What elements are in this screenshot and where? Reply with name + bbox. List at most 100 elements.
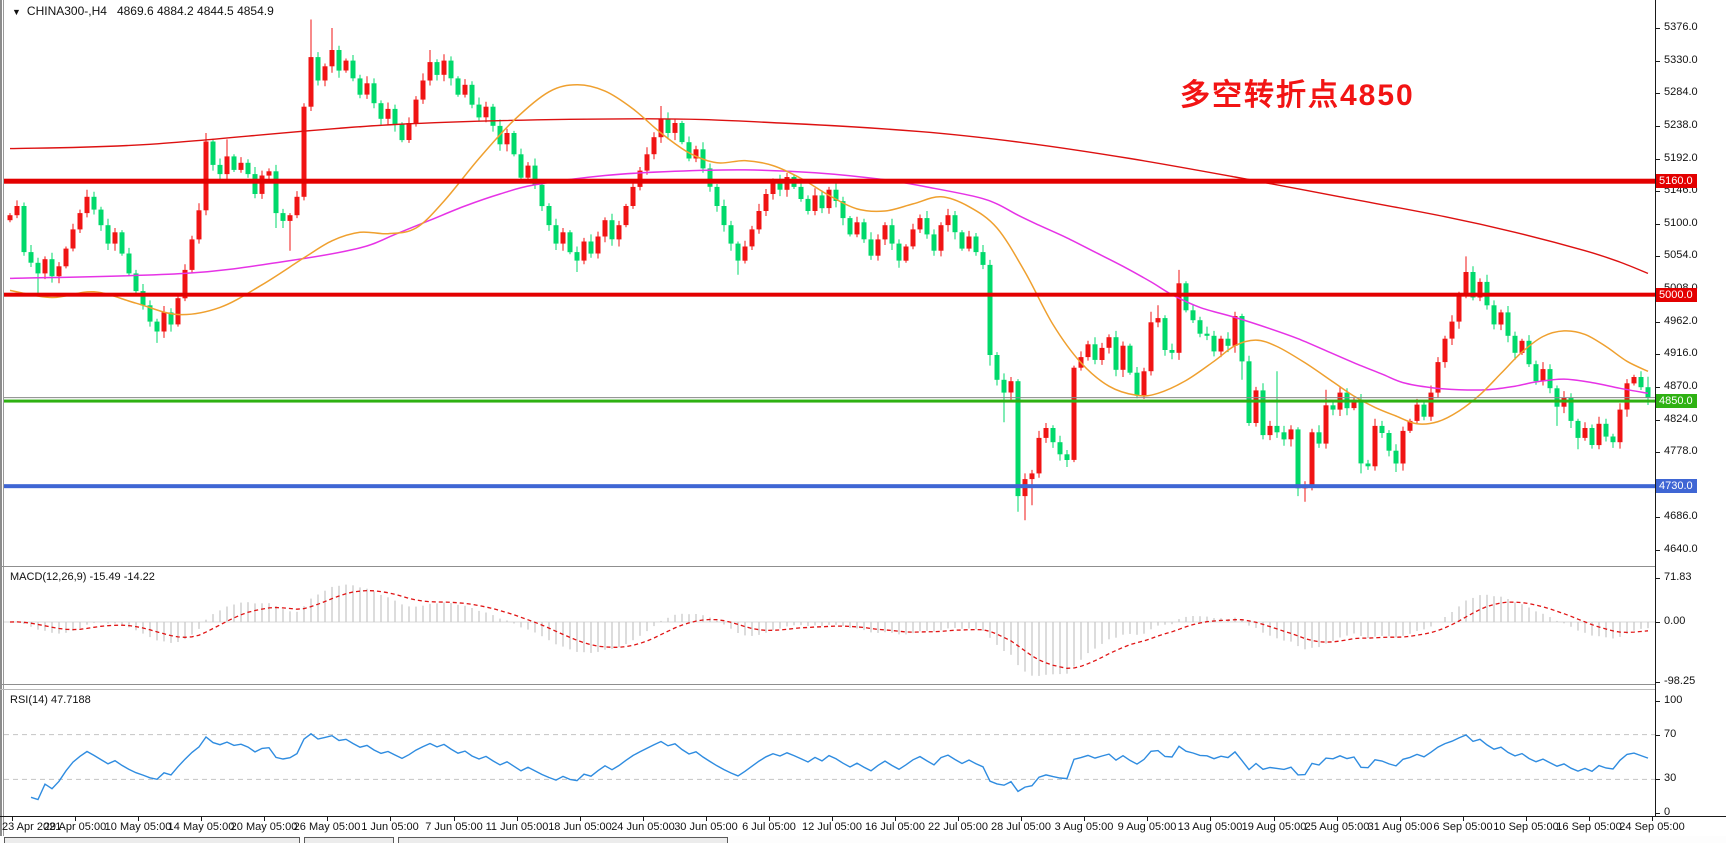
candle — [1190, 304, 1196, 323]
candle — [56, 262, 62, 284]
candle — [1631, 374, 1637, 386]
time-tick — [769, 817, 770, 821]
candle — [917, 214, 923, 233]
candle — [1148, 311, 1154, 376]
candle — [637, 167, 643, 191]
candle — [1218, 335, 1224, 358]
time-tick-label: 14 May 05:00 — [167, 821, 235, 833]
candle — [1057, 435, 1063, 461]
candle — [574, 246, 580, 272]
candle — [1449, 315, 1455, 345]
bottom-tab[interactable] — [398, 837, 728, 843]
candle — [903, 244, 909, 263]
pane-divider[interactable] — [0, 684, 1726, 685]
candle — [910, 223, 916, 250]
candle — [1568, 393, 1574, 428]
candle — [329, 28, 335, 73]
rsi-pane[interactable]: RSI(14) 47.7188 — [4, 690, 1655, 816]
hline-pivot-4850 — [4, 399, 1655, 403]
candle — [154, 318, 160, 343]
symbol-dropdown-icon[interactable]: ▼ — [12, 7, 21, 17]
candle — [1022, 473, 1028, 521]
price-tick — [1656, 452, 1660, 453]
candle — [1428, 385, 1434, 421]
main-chart-pane[interactable]: ▼ CHINA300-,H4 4869.6 4884.2 4844.5 4854.9… — [4, 0, 1655, 566]
candle — [378, 100, 384, 125]
candle — [854, 216, 860, 238]
candle — [504, 128, 510, 152]
price-tick-label: 5192.0 — [1664, 152, 1698, 164]
candle — [119, 230, 125, 256]
time-tick — [706, 817, 707, 821]
candle — [567, 230, 573, 255]
candle — [399, 122, 405, 143]
bottom-tab[interactable] — [304, 837, 394, 843]
rsi-line — [30, 732, 1649, 801]
rsi-axis-tick — [1656, 779, 1660, 780]
price-tick — [1656, 126, 1660, 127]
ma-fast-orange — [9, 84, 1649, 425]
time-tick-label: 19 Aug 05:00 — [1241, 821, 1307, 833]
time-tick-label: 7 Jun 05:00 — [425, 821, 483, 833]
pane-divider — [0, 689, 1726, 690]
candle — [28, 245, 34, 267]
price-tick — [1656, 61, 1660, 62]
candle — [1547, 364, 1553, 394]
candle — [406, 117, 412, 143]
time-tick-label: 24 Jun 05:00 — [611, 821, 675, 833]
chart-annotation-text: 多空转折点4850 — [1180, 79, 1415, 112]
macd-values: -15.49 -14.22 — [89, 571, 155, 583]
candle — [1379, 420, 1385, 438]
candle — [1526, 335, 1532, 367]
time-tick-label: 22 Jul 05:00 — [928, 821, 988, 833]
candle — [238, 157, 244, 173]
candle — [742, 240, 748, 264]
candle — [735, 241, 741, 275]
price-tick-label: 5100.0 — [1664, 217, 1698, 229]
candle — [1211, 330, 1217, 357]
candle — [70, 223, 76, 252]
candle — [616, 220, 622, 247]
candle — [1435, 357, 1441, 398]
candle — [231, 154, 237, 172]
price-line-badge: 4850.0 — [1656, 394, 1697, 408]
candle — [1239, 313, 1245, 380]
time-tick — [12, 817, 13, 821]
hline-resistance-5160 — [4, 178, 1655, 184]
price-tick-label: 4824.0 — [1664, 413, 1698, 425]
candle — [315, 52, 321, 86]
time-axis[interactable]: 23 Apr 2021 29 Apr 05:00 10 May 05:00 14 Ma… — [0, 817, 1726, 836]
time-tick-label: 23 Apr 2021 — [2, 821, 62, 833]
candle — [560, 228, 566, 251]
rsi-axis-label: 70 — [1664, 728, 1677, 740]
pane-divider[interactable] — [0, 566, 1726, 567]
candle — [1638, 371, 1644, 390]
bottom-tab[interactable] — [4, 837, 300, 843]
macd-name: MACD(12,26,9) — [10, 571, 87, 583]
price-tick-label: 4916.0 — [1664, 347, 1698, 359]
macd-pane[interactable]: MACD(12,26,9) -15.49 -14.22 — [4, 567, 1655, 684]
price-tick-label: 5054.0 — [1664, 249, 1698, 261]
candle — [1141, 367, 1147, 399]
candle — [1134, 367, 1140, 399]
time-tick — [832, 817, 833, 821]
candle — [1120, 341, 1126, 377]
price-tick-label: 5238.0 — [1664, 119, 1698, 131]
candle — [658, 106, 664, 143]
rsi-axis-label: 100 — [1664, 694, 1683, 706]
candle — [1050, 425, 1056, 448]
time-tick-label: 28 Jul 05:00 — [991, 821, 1051, 833]
price-tick — [1656, 517, 1660, 518]
candle — [469, 81, 475, 109]
candle — [1533, 360, 1539, 385]
time-tick-label: 20 May 05:00 — [230, 821, 298, 833]
price-tick — [1656, 191, 1660, 192]
candle — [413, 96, 419, 127]
candle — [630, 181, 636, 209]
ma-mid-magenta — [9, 169, 1649, 395]
candle — [287, 213, 293, 251]
price-axis[interactable]: 5376.0 5330.0 5284.0 5238.0 5192.0 5146.0 5100… — [1655, 0, 1726, 818]
time-tick — [201, 817, 202, 821]
candle — [1575, 418, 1581, 450]
candle — [371, 78, 377, 109]
